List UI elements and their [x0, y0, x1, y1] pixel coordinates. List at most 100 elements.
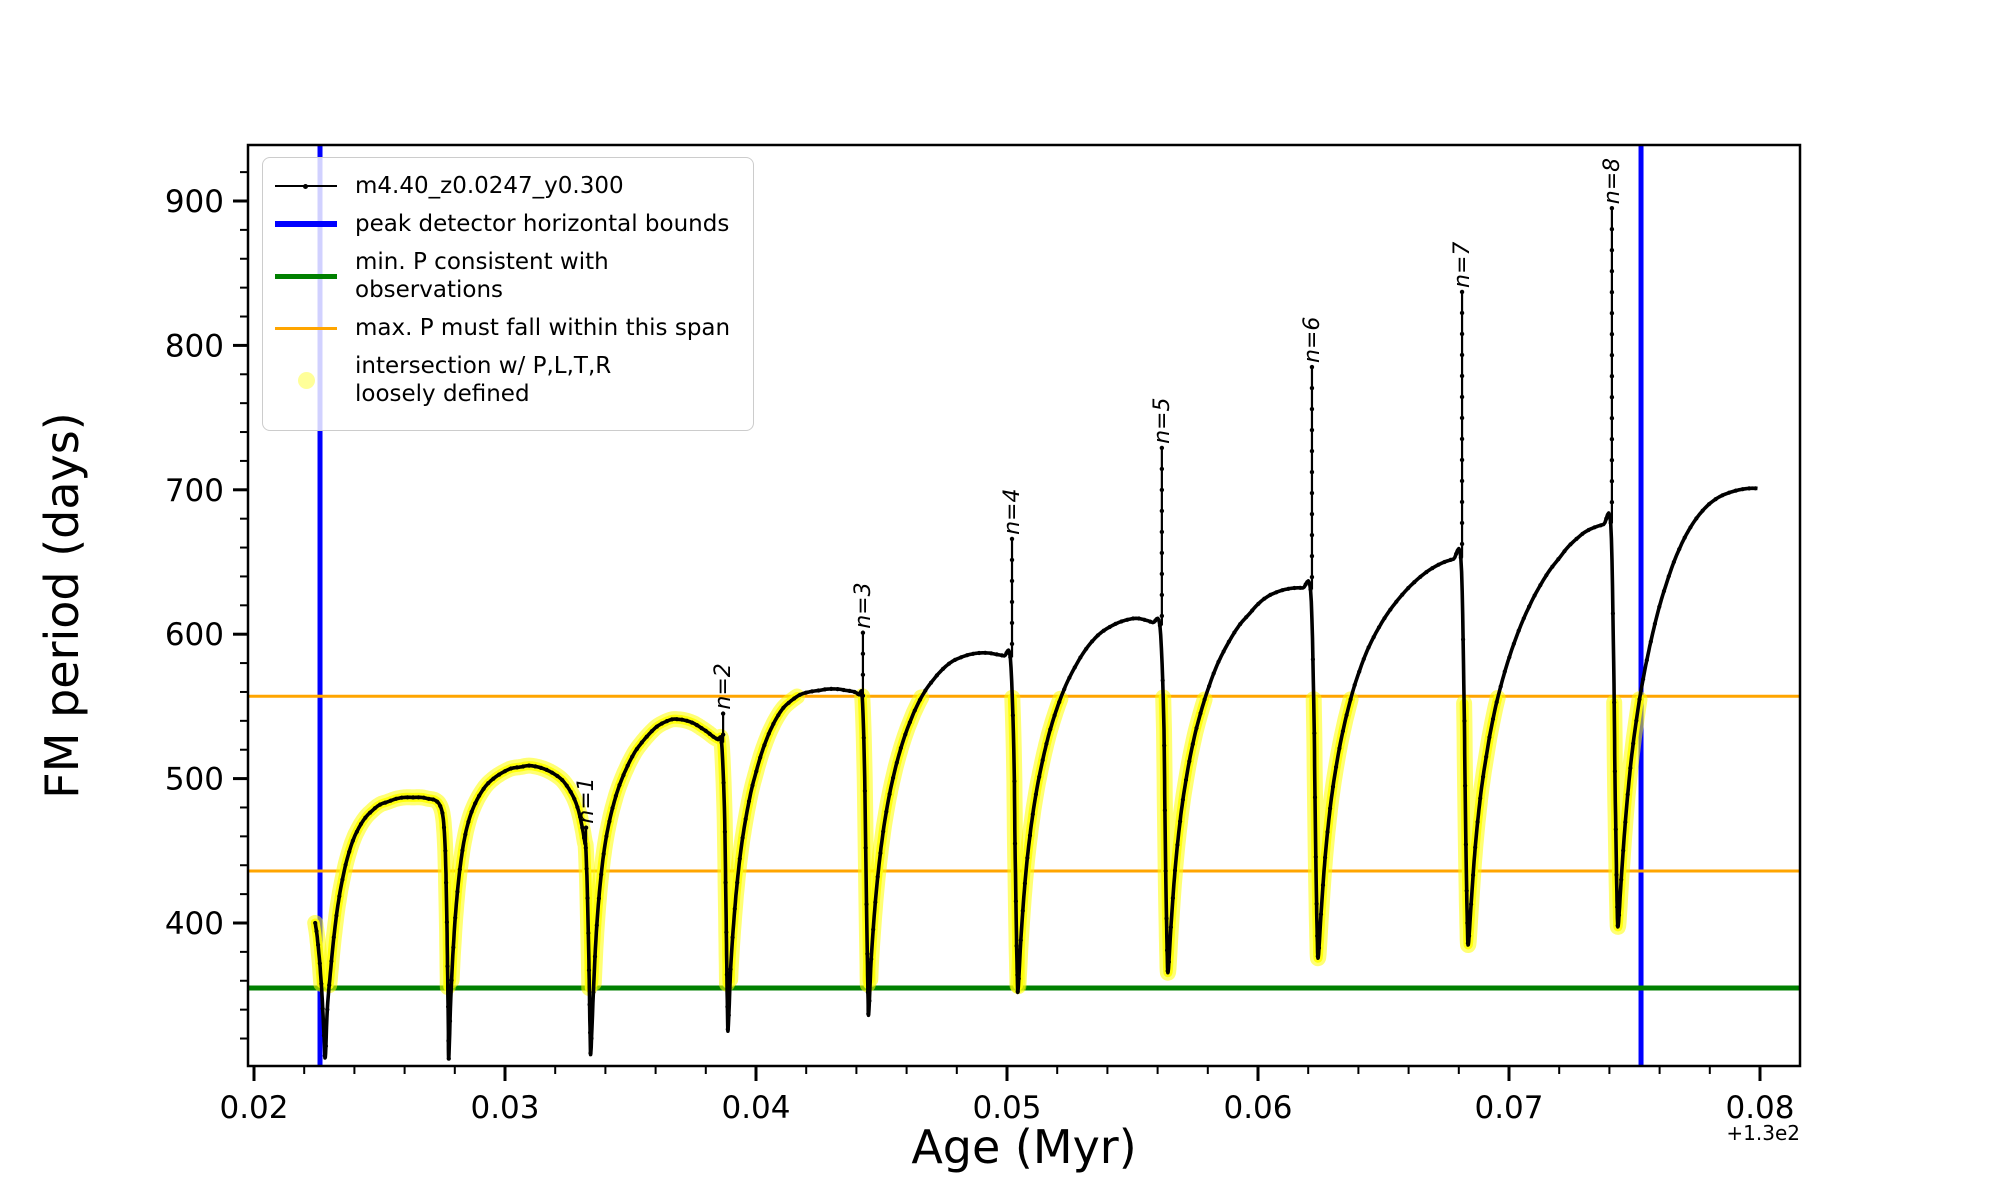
spike-label-n=6: n=6: [1300, 317, 1325, 363]
series-marker: [1012, 779, 1017, 784]
series-marker: [514, 765, 520, 770]
series-marker: [589, 1036, 594, 1041]
series-marker: [959, 655, 964, 660]
series-marker: [446, 1056, 451, 1061]
series-marker: [1478, 796, 1483, 801]
series-marker: [572, 796, 577, 801]
spike-marker: [860, 630, 866, 635]
series-marker: [1619, 877, 1624, 882]
series-marker: [1015, 972, 1020, 978]
series-marker: [634, 746, 640, 752]
series-marker: [971, 651, 976, 656]
highlight-run: [443, 757, 598, 996]
series-marker: [1274, 590, 1279, 595]
series-marker: [331, 935, 336, 940]
spike-marker: [1309, 427, 1315, 433]
series-marker: [762, 743, 767, 748]
spike-marker: [1459, 415, 1465, 421]
intersection-highlight: [307, 688, 1648, 996]
series-marker: [679, 717, 685, 722]
series-marker: [588, 1030, 593, 1035]
series-marker: [334, 913, 339, 918]
series-marker: [1465, 941, 1470, 946]
series-marker: [1165, 948, 1170, 953]
series-marker: [903, 732, 908, 737]
series-marker: [863, 845, 868, 851]
spike-marker: [1459, 541, 1465, 547]
series-marker: [405, 795, 410, 800]
series-marker: [1315, 954, 1320, 959]
series-marker: [1463, 783, 1468, 788]
series-marker: [881, 829, 886, 834]
series-marker: [1163, 868, 1168, 874]
series-marker: [491, 776, 496, 781]
series-marker: [1348, 697, 1353, 702]
series-marker: [481, 786, 486, 792]
series-marker: [1040, 758, 1045, 763]
series-marker: [1357, 669, 1362, 674]
series-marker: [421, 795, 426, 800]
series-marker: [887, 792, 892, 797]
series-marker: [440, 810, 445, 816]
series-marker: [737, 856, 742, 861]
series-marker: [858, 690, 863, 696]
series-marker: [1694, 516, 1699, 521]
spike-marker: [1159, 508, 1165, 514]
series-marker: [1521, 616, 1526, 621]
series-marker: [617, 783, 622, 788]
series-marker: [1394, 599, 1399, 604]
series-marker: [604, 834, 609, 839]
x-tick-label: 0.08: [1725, 1090, 1794, 1126]
series-marker: [625, 763, 630, 768]
spike-marker: [1309, 406, 1315, 412]
series-marker: [497, 772, 502, 777]
series-marker: [1062, 687, 1067, 692]
series-marker: [586, 968, 592, 973]
x-axis-offset-label: +1.3e2: [1726, 1121, 1800, 1145]
series-marker: [363, 815, 368, 820]
series-marker: [1119, 619, 1124, 624]
series-marker: [329, 959, 334, 964]
series-marker: [343, 862, 348, 867]
series-marker: [350, 838, 355, 843]
spike-marker: [1159, 487, 1165, 493]
spike-marker: [1309, 553, 1315, 559]
series-marker: [1733, 488, 1738, 493]
series-marker: [1016, 976, 1021, 981]
spike-marker: [1459, 352, 1465, 358]
series-marker: [722, 829, 728, 835]
spike-marker: [1309, 574, 1315, 580]
series-marker: [659, 721, 665, 726]
series-marker: [1412, 580, 1417, 585]
series-marker: [1682, 535, 1687, 540]
series-marker: [816, 688, 821, 693]
spike-marker: [1459, 457, 1465, 463]
series-marker: [1187, 759, 1192, 764]
series-marker: [1352, 682, 1357, 688]
series-marker: [1232, 630, 1237, 635]
series-marker: [946, 661, 952, 666]
series-marker: [1323, 855, 1328, 860]
series-marker: [323, 1044, 328, 1049]
series-marker: [1556, 557, 1561, 562]
series-marker: [766, 731, 771, 736]
series-marker: [994, 652, 999, 657]
series-marker: [438, 803, 443, 809]
spike-marker: [1309, 448, 1315, 454]
series-marker: [654, 724, 660, 729]
series-marker: [1072, 665, 1077, 670]
series-marker: [1025, 855, 1030, 861]
series-marker: [314, 929, 319, 934]
spike-marker: [1309, 364, 1315, 370]
series-marker: [1198, 711, 1203, 716]
series-marker: [871, 927, 876, 932]
series-marker: [394, 796, 399, 801]
series-marker: [1078, 655, 1083, 660]
series-marker: [1464, 888, 1469, 893]
spike-label-n=2: n=2: [711, 663, 736, 709]
y-tick-label: 800: [165, 328, 224, 364]
series-marker: [1366, 645, 1371, 650]
series-marker: [1469, 902, 1474, 907]
series-marker: [1250, 608, 1255, 613]
series-marker: [639, 740, 644, 745]
